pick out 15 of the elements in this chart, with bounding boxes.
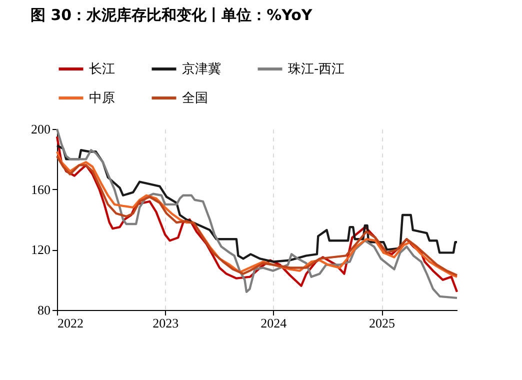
line-series	[56, 144, 458, 263]
legend-label: 珠江-西江	[288, 62, 345, 77]
x-tick-label: 2023	[152, 316, 179, 330]
y-tick-label: 200	[31, 122, 50, 136]
x-tick-label: 2022	[58, 316, 84, 330]
legend-label: 长江	[89, 62, 115, 77]
legend-label: 中原	[89, 91, 115, 106]
chart-title: 图 30：水泥库存比和变化丨单位：%YoY	[30, 6, 314, 24]
y-tick-label: 160	[31, 182, 50, 197]
legend-label: 京津冀	[182, 62, 221, 77]
legend-label: 全国	[182, 91, 208, 106]
x-tick-label: 2025	[369, 316, 395, 330]
y-tick-label: 80	[38, 302, 50, 318]
x-tick-label: 2024	[260, 316, 288, 330]
y-tick-label: 120	[31, 242, 50, 258]
